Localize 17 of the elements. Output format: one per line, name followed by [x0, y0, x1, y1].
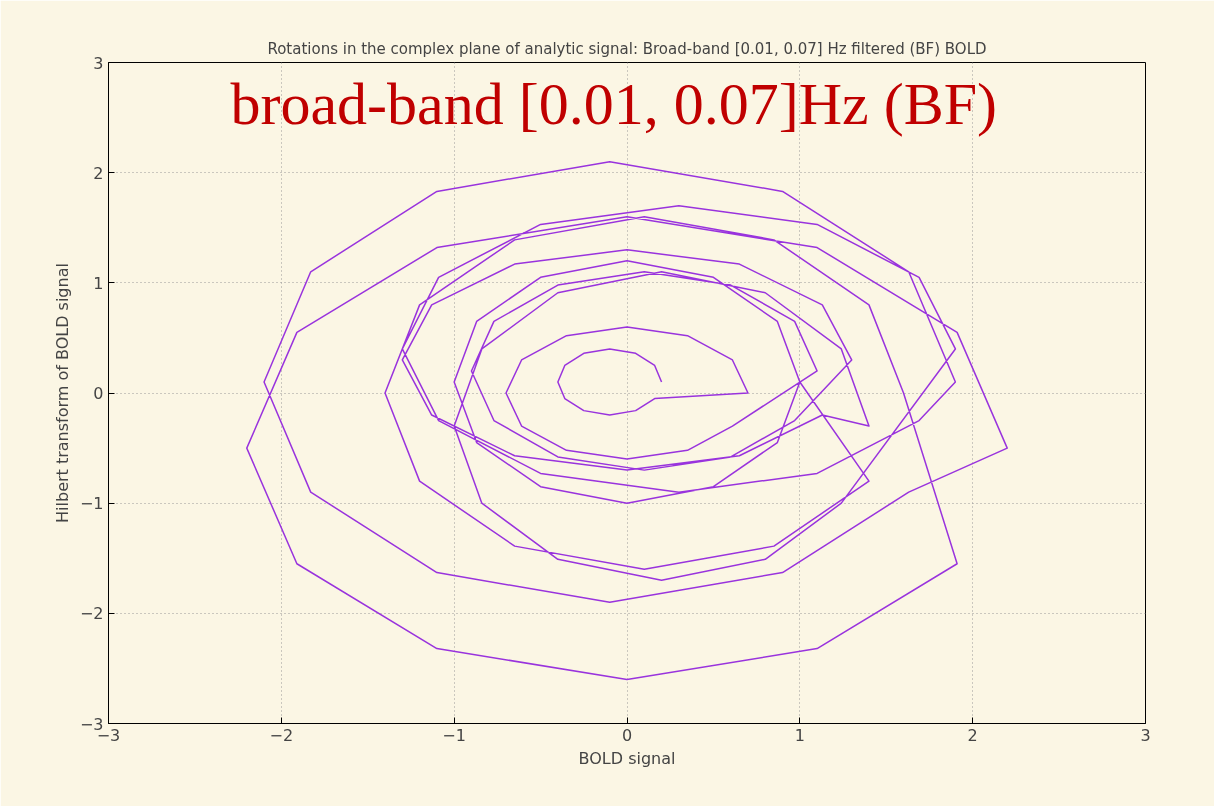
annotation: broad-band [0.01, 0.07]Hz (BF) — [230, 70, 997, 137]
y-tick-label: 0 — [93, 384, 104, 403]
x-tick-label: −1 — [442, 725, 466, 745]
x-tick-label: 2 — [967, 725, 978, 745]
x-tick-label: −2 — [269, 725, 294, 745]
x-tick-label: 3 — [1140, 725, 1151, 745]
chart-title: Rotations in the complex plane of analytic signal: Broad-band [0.01, 0.07] Hz filtered (BF) BOLD — [267, 39, 987, 58]
y-axis-title: Hilbert transform of BOLD signal — [52, 263, 72, 523]
x-axis-title: BOLD signal — [578, 748, 676, 768]
y-tick-label: 2 — [93, 163, 104, 183]
y-tick-label: 3 — [93, 53, 104, 73]
line-series — [246, 160, 1008, 681]
x-tick-label: 0 — [621, 725, 633, 745]
x-tick-label: 1 — [794, 725, 805, 745]
y-tick-label: 1 — [93, 273, 104, 293]
y-tick-label: −2 — [79, 604, 104, 624]
y-tick-label: −1 — [79, 494, 104, 514]
